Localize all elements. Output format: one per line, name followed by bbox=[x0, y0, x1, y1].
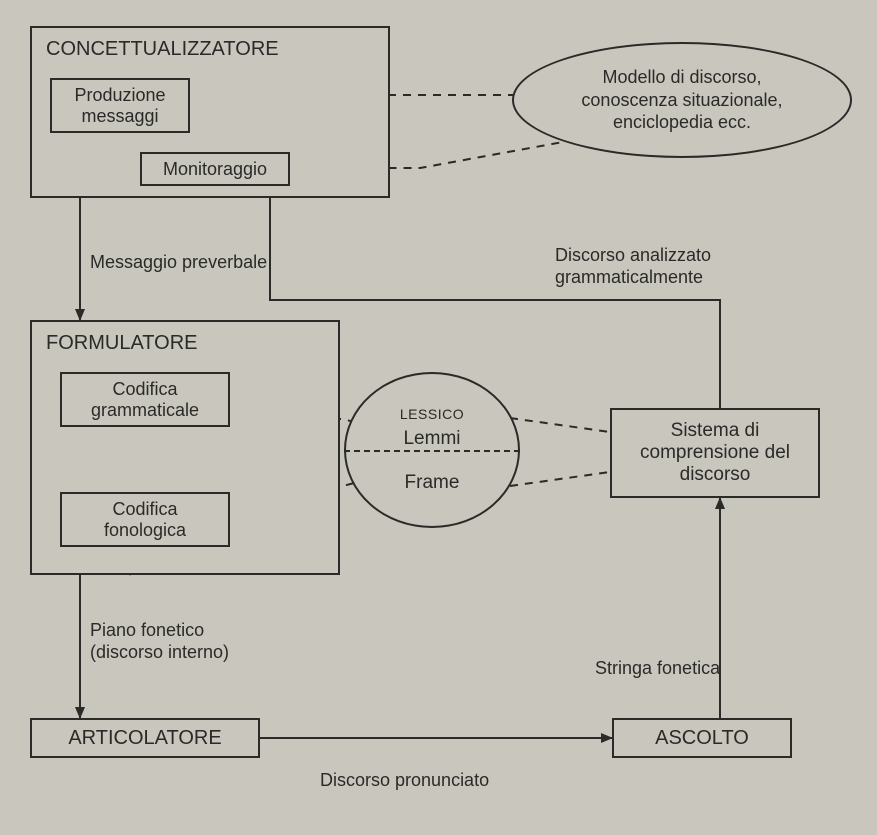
node-knowledge-ellipse: Modello di discorso, conoscenza situazio… bbox=[512, 42, 852, 158]
label-formulatore: FORMULATORE bbox=[46, 332, 198, 355]
node-codifica-fonologica: Codifica fonologica bbox=[60, 492, 230, 547]
node-codifica-grammaticale: Codifica grammaticale bbox=[60, 372, 230, 427]
label-monitoraggio: Monitoraggio bbox=[163, 159, 267, 180]
label-ascolto: ASCOLTO bbox=[655, 727, 749, 750]
label-produzione-messaggi: Produzione messaggi bbox=[60, 85, 180, 127]
edge bbox=[510, 472, 610, 486]
edge-label-discorso-pronunciato: Discorso pronunciato bbox=[320, 770, 489, 792]
text-piano-fonetico: Piano fonetico (discorso interno) bbox=[90, 620, 229, 662]
text-messaggio-preverbale: Messaggio preverbale bbox=[90, 252, 267, 272]
label-lessico-mid: Lemmi bbox=[403, 427, 460, 451]
node-sistema-comprensione: Sistema di comprensione del discorso bbox=[610, 408, 820, 498]
edge-label-piano-fonetico: Piano fonetico (discorso interno) bbox=[90, 620, 229, 663]
text-discorso-analizzato: Discorso analizzato grammaticalmente bbox=[555, 245, 711, 287]
edge-label-discorso-analizzato: Discorso analizzato grammaticalmente bbox=[555, 245, 711, 288]
edge-label-messaggio-preverbale: Messaggio preverbale bbox=[90, 252, 267, 274]
label-concettualizzatore: CONCETTUALIZZATORE bbox=[46, 38, 279, 61]
text-discorso-pronunciato: Discorso pronunciato bbox=[320, 770, 489, 790]
label-sistema-comprensione: Sistema di comprensione del discorso bbox=[620, 420, 810, 486]
edge-label-stringa-fonetica: Stringa fonetica bbox=[595, 658, 720, 680]
node-ascolto: ASCOLTO bbox=[612, 718, 792, 758]
node-produzione-messaggi: Produzione messaggi bbox=[50, 78, 190, 133]
text-stringa-fonetica: Stringa fonetica bbox=[595, 658, 720, 678]
lessico-divider bbox=[344, 450, 520, 452]
label-knowledge: Modello di discorso, conoscenza situazio… bbox=[581, 66, 782, 134]
label-codifica-grammaticale: Codifica grammaticale bbox=[70, 379, 220, 421]
edge bbox=[510, 418, 610, 432]
node-articolatore: ARTICOLATORE bbox=[30, 718, 260, 758]
label-articolatore: ARTICOLATORE bbox=[68, 727, 221, 750]
node-monitoraggio: Monitoraggio bbox=[140, 152, 290, 186]
label-codifica-fonologica: Codifica fonologica bbox=[70, 499, 220, 541]
label-lessico-bot: Frame bbox=[405, 471, 460, 495]
label-lessico-top: LESSICO bbox=[400, 406, 464, 424]
